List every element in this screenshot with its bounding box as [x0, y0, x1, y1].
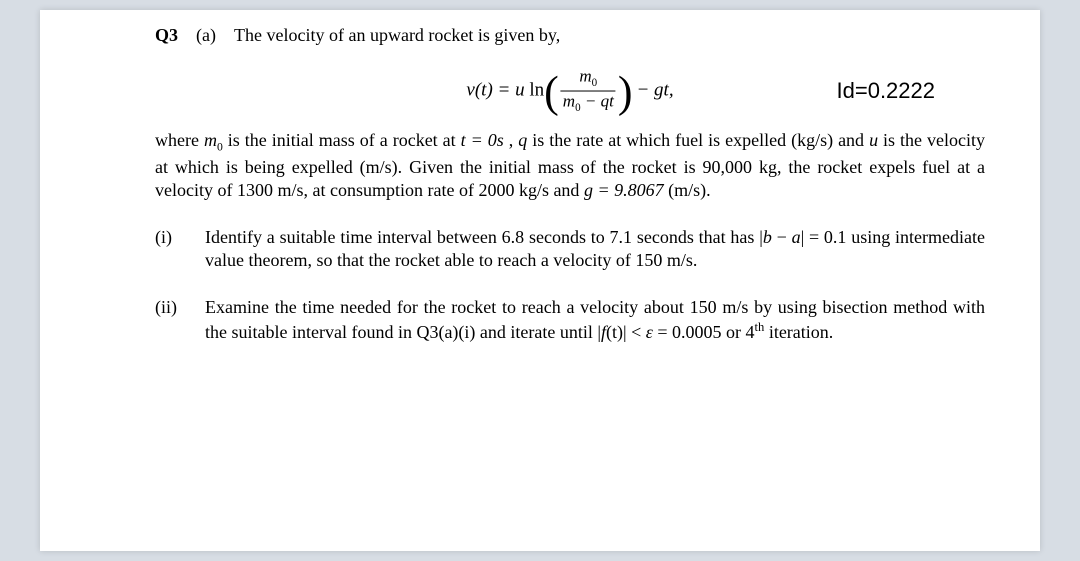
item-i-label: (i): [155, 226, 187, 272]
th-super: th: [755, 320, 765, 334]
after-m0: is the initial mass of a rocket at: [223, 130, 461, 150]
minus-sign: −: [772, 227, 792, 247]
where-pre: where: [155, 130, 204, 150]
content-area: Q3 (a) The velocity of an upward rocket …: [155, 24, 985, 344]
or-text: or 4: [722, 322, 755, 342]
open-paren-icon: (: [544, 70, 559, 114]
abs-eq-val: = 0.1: [804, 227, 846, 247]
equation-tail: − gt,: [636, 79, 673, 103]
ft-expr: |f(t)| < ε = 0.0005: [597, 322, 721, 342]
q-var: q: [518, 130, 527, 150]
question-part-label: (a): [196, 24, 216, 47]
u-var: u: [869, 130, 878, 150]
epsilon: ε: [646, 322, 653, 342]
equation-lhs: v(t) = u ln: [466, 79, 544, 103]
question-header: Q3 (a) The velocity of an upward rocket …: [155, 24, 985, 47]
after-q: is the rate at which fuel is expelled (k…: [527, 130, 869, 150]
t-eq: t = 0s: [461, 130, 504, 150]
b-var: b: [763, 227, 772, 247]
after-t: ,: [504, 130, 518, 150]
sub-item-i: (i) Identify a suitable time interval be…: [155, 226, 985, 272]
question-number: Q3: [155, 24, 178, 47]
after-g: (m/s).: [664, 180, 711, 200]
equation-block: v(t) = u ln ( m0 m0 − qt ) − gt, Id=0.22…: [155, 59, 985, 123]
where-paragraph: where m0 is the initial mass of a rocket…: [155, 129, 985, 202]
lead-text: The velocity of an upward rocket is give…: [234, 24, 560, 47]
item-ii-pre: Examine the time needed for the rocket t…: [205, 297, 985, 342]
fraction-denominator: m0 − qt: [561, 91, 616, 115]
eps-val: = 0.0005: [653, 322, 722, 342]
item-ii-label: (ii): [155, 296, 187, 344]
close-paren-icon: ): [618, 70, 633, 114]
lt-sign: <: [627, 322, 646, 342]
abs-expr: |b − a| = 0.1: [759, 227, 846, 247]
ft-arg: (t): [606, 322, 623, 342]
fraction: m0 m0 − qt: [561, 68, 616, 115]
item-i-text: Identify a suitable time interval betwee…: [205, 226, 985, 272]
m0-var: m: [204, 130, 217, 150]
item-i-pre: Identify a suitable time interval betwee…: [205, 227, 759, 247]
item-ii-text: Examine the time needed for the rocket t…: [205, 296, 985, 344]
fraction-numerator: m0: [577, 68, 599, 91]
id-label: Id=0.2222: [837, 77, 935, 105]
a-var: a: [792, 227, 801, 247]
g-eq: g = 9.8067: [584, 180, 664, 200]
sub-item-ii: (ii) Examine the time needed for the roc…: [155, 296, 985, 344]
item-ii-tail: iteration.: [764, 322, 833, 342]
page-sheet: Q3 (a) The velocity of an upward rocket …: [40, 10, 1040, 551]
equation: v(t) = u ln ( m0 m0 − qt ) − gt,: [466, 68, 673, 115]
